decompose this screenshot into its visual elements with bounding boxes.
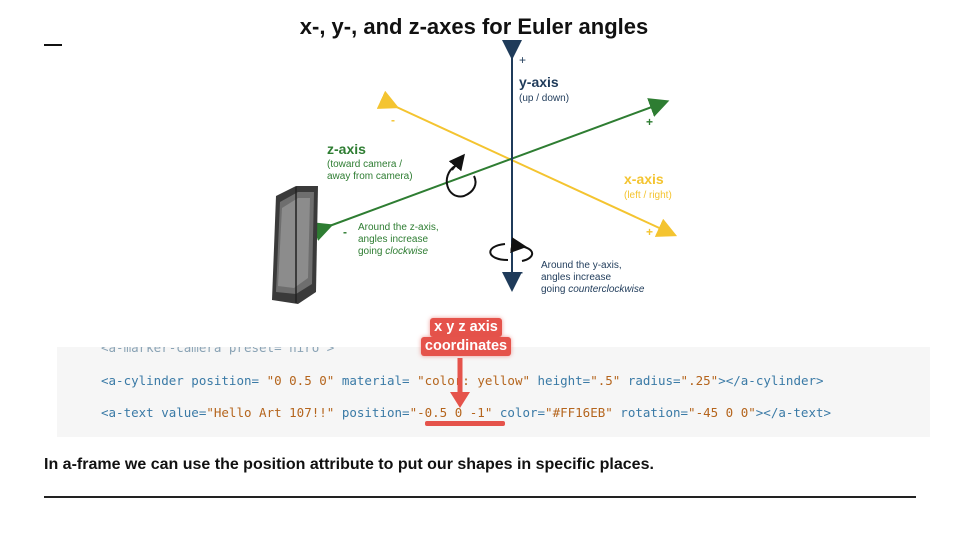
coordinates-callout: x y z axis coordinates <box>414 318 518 356</box>
x-axis-label: x-axis <box>624 171 664 187</box>
z-axis-plus: + <box>646 115 653 129</box>
code-line-cylinder: <a-cylinder position= "0 0.5 0" material… <box>101 373 824 388</box>
z-rotation-arrow-icon <box>445 153 477 198</box>
x-axis-line <box>376 90 678 237</box>
smartphone-icon <box>272 186 318 304</box>
x-axis-minus: - <box>391 113 395 127</box>
y-axis-label: y-axis <box>519 74 559 90</box>
y-axis-minus: - <box>519 265 523 279</box>
y-rotation-arrow-icon <box>489 237 534 262</box>
x-axis-sub: (left / right) <box>624 190 672 201</box>
callout-line-1: x y z axis <box>430 318 502 337</box>
bottom-rule <box>44 496 916 498</box>
down-arrow-icon <box>450 358 470 408</box>
dash-mark <box>44 44 62 46</box>
y-rotation-line-2: angles increase <box>541 272 611 283</box>
y-rotation-line-3: going counterclockwise <box>541 284 645 295</box>
position-underline <box>425 421 505 426</box>
callout-line-2: coordinates <box>420 337 512 356</box>
y-axis-plus: + <box>519 53 526 67</box>
z-axis-label: z-axis <box>327 141 366 157</box>
z-axis-line <box>311 98 670 241</box>
z-rotation-line-2: angles increase <box>358 234 428 245</box>
z-axis-sub-1: (toward camera / <box>327 159 402 170</box>
z-axis-minus: - <box>343 225 347 239</box>
code-line-marker: <a-marker-camera preset='hiro'> <box>101 347 335 355</box>
euler-axes-diagram: x-, y-, and z-axes for Euler angles + y-… <box>272 14 678 304</box>
diagram-title: x-, y-, and z-axes for Euler angles <box>300 14 648 39</box>
z-rotation-line-3: going clockwise <box>358 246 428 257</box>
x-axis-plus: + <box>646 225 653 239</box>
y-rotation-line-1: Around the y-axis, <box>541 260 622 271</box>
code-line-text: <a-text value="Hello Art 107!!" position… <box>101 405 832 420</box>
position-value-highlight: "-0.5 0 -1" <box>409 405 493 420</box>
caption-text: In a-frame we can use the position attri… <box>44 456 654 473</box>
z-axis-sub-2: away from camera) <box>327 171 413 182</box>
y-axis-sub: (up / down) <box>519 93 569 104</box>
z-rotation-line-1: Around the z-axis, <box>358 222 439 233</box>
